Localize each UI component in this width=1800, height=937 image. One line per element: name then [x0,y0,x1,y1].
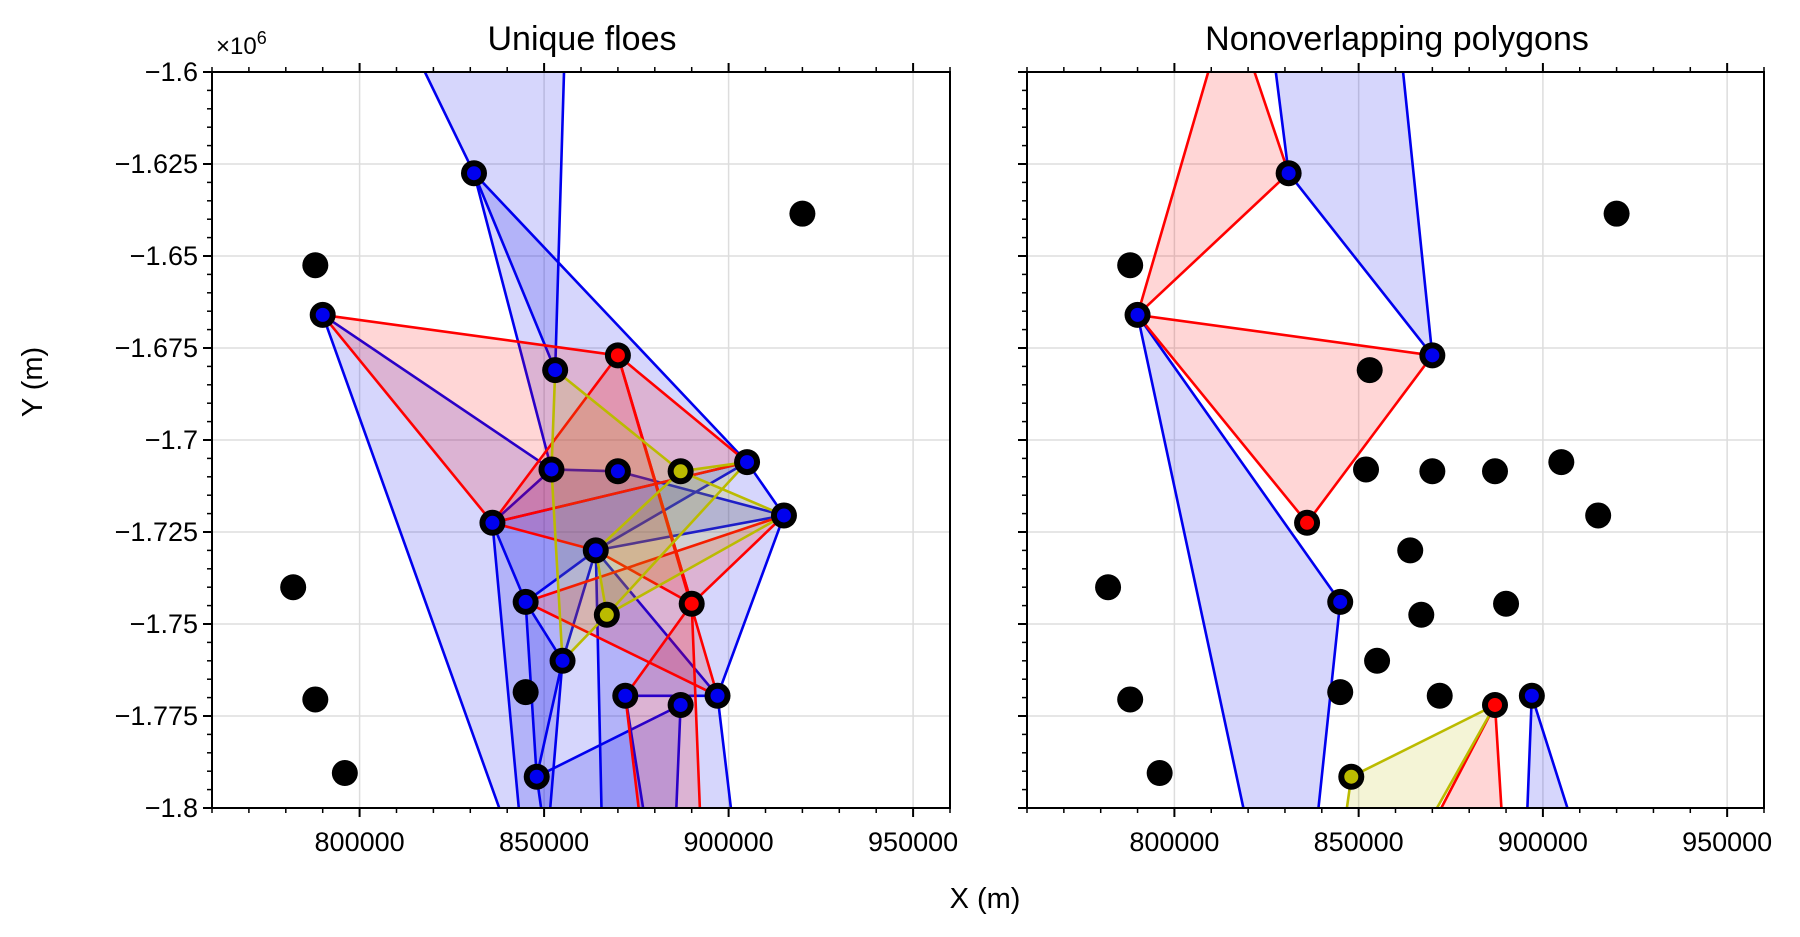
polygon [1136,72,1290,317]
floe-point [1117,252,1144,279]
highlighted-point [315,307,330,322]
highlighted-point [599,607,614,622]
highlighted-point [1281,166,1296,181]
panel-title: Nonoverlapping polygons [1205,20,1589,58]
x-tick-label: 950000 [1682,827,1772,857]
floe-point [1356,357,1383,384]
polygon [321,313,786,808]
floe-point [1481,458,1508,485]
floe-point [789,200,816,227]
floe-point [1117,686,1144,713]
ticks: 800000 850000 900000 950000 −1.6 −1.625 −1.65 −… [115,57,958,857]
highlighted-point [588,543,603,558]
floe-point [1327,679,1354,706]
y-tick-label: −1.675 [115,333,198,363]
floe-point [1353,456,1380,483]
polygon-layer [321,72,786,808]
highlighted-point [529,769,544,784]
panel-unique-floes: Unique floes 800000 850000 900000 950000 −1.… [115,20,958,857]
point-layer [1095,160,1630,790]
polygon [594,549,719,808]
highlighted-point [1344,769,1359,784]
floe-point [1493,590,1520,617]
y-axis-label: Y (m) [17,347,49,417]
polygon [1345,703,1497,808]
x-tick-label: 950000 [868,827,958,857]
x-tick-label: 850000 [1314,827,1404,857]
highlighted-point [618,688,633,703]
highlighted-point [485,515,500,530]
floe-point [331,760,358,787]
highlighted-point [776,508,791,523]
y-tick-label: −1.65 [130,241,198,271]
y-offset-exponent: 6 [257,28,267,48]
floe-point [1408,601,1435,628]
point-layer [280,160,816,790]
x-tick-label: 850000 [499,827,589,857]
highlighted-point [684,596,699,611]
y-tick-label: −1.725 [115,517,198,547]
highlighted-point [518,594,533,609]
floe-point [512,679,539,706]
highlighted-point [1300,515,1315,530]
polygon-layer [1136,72,1569,808]
highlighted-point [548,363,563,378]
floe-point [302,252,329,279]
floe-point [1419,458,1446,485]
x-tick-label: 800000 [1129,827,1219,857]
x-axis-label: X (m) [950,883,1021,915]
highlighted-point [466,166,481,181]
highlighted-point [1333,594,1348,609]
highlighted-point [740,455,755,470]
floe-point [1426,682,1453,709]
highlighted-point [673,697,688,712]
panel-title: Unique floes [487,20,676,58]
x-tick-label: 800000 [315,827,405,857]
ticks: 800000 850000 900000 950000 [1018,63,1772,857]
floe-point [1095,574,1122,601]
floe-point [1585,502,1612,529]
panel-nonoverlapping-polygons: Nonoverlapping polygons 800000 850000 9000… [1018,20,1772,857]
y-offset-base: ×10 [216,33,257,60]
y-tick-label: −1.6 [145,57,198,87]
polygon [1439,703,1503,808]
floe-point [280,574,307,601]
highlighted-point [673,464,688,479]
y-tick-label: −1.75 [130,609,198,639]
highlighted-point [555,653,570,668]
y-offset-label: ×106 [216,28,267,60]
highlighted-point [1487,697,1502,712]
y-tick-label: −1.625 [115,149,198,179]
highlighted-point [710,688,725,703]
floe-point [1397,537,1424,564]
y-tick-label: −1.775 [115,701,198,731]
floe-point [302,686,329,713]
y-tick-label: −1.8 [145,793,198,823]
x-tick-label: 900000 [1498,827,1588,857]
polygon [623,602,702,808]
highlighted-point [544,462,559,477]
highlighted-point [610,348,625,363]
polygon [524,354,786,698]
polygon [1136,313,1342,808]
x-tick-label: 900000 [684,827,774,857]
floe-point [1548,449,1575,476]
highlighted-point [1130,307,1145,322]
floe-point [1146,760,1173,787]
polygon [1526,694,1569,808]
y-tick-label: −1.7 [145,425,198,455]
highlighted-point [610,464,625,479]
floe-point [1364,647,1391,674]
floe-point [1603,200,1630,227]
highlighted-point [1425,348,1440,363]
highlighted-point [1524,688,1539,703]
polygon [535,703,682,808]
